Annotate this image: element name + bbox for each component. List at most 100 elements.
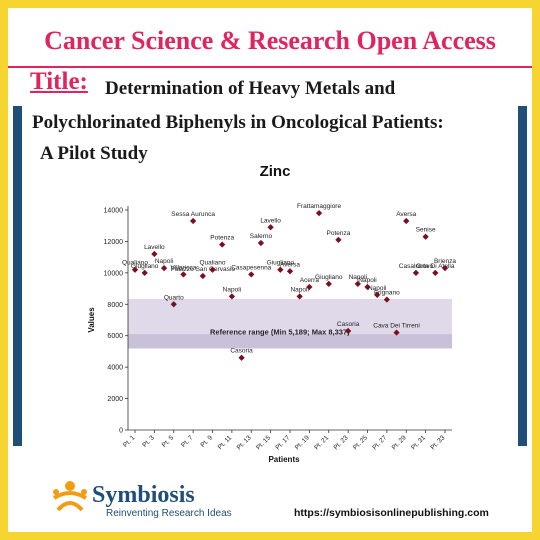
- data-point: [170, 301, 177, 308]
- header-rule: [8, 66, 532, 68]
- data-point: [228, 293, 235, 300]
- title-label: Title:: [30, 68, 88, 95]
- data-label: Salerno: [250, 233, 273, 240]
- data-label: Aversa: [280, 261, 300, 268]
- x-tick-label: Pt. 23: [333, 434, 350, 451]
- x-tick-label: Pt. 7: [180, 434, 195, 449]
- data-label: Casalnuovo: [399, 263, 434, 270]
- data-point: [238, 354, 245, 361]
- x-tick-label: Pt. 3: [141, 434, 156, 449]
- reference-range-label: Reference range (Min 5,189; Max 8,337): [210, 328, 350, 337]
- data-label: Napoli: [155, 258, 173, 265]
- x-tick-label: Pt. 1: [122, 434, 137, 449]
- data-point: [403, 217, 410, 225]
- x-tick-label: Pt. 17: [274, 434, 291, 451]
- data-label: Brienza: [434, 258, 456, 265]
- content-card: Cancer Science & Research Open Access Ti…: [8, 8, 532, 532]
- y-tick-label: 8000: [107, 302, 123, 309]
- data-label: Qualiano: [199, 260, 225, 267]
- data-point: [199, 272, 206, 280]
- data-label: Orta Di Atella: [416, 263, 455, 270]
- data-label: Potenza: [210, 235, 234, 242]
- y-tick-label: 10000: [104, 270, 124, 277]
- data-point: [306, 283, 313, 291]
- zinc-scatter-chart: Zinc Values Patients Reference range (Mi…: [80, 158, 460, 468]
- x-tick-label: Pt. 19: [294, 434, 311, 451]
- y-tick-label: 2000: [107, 396, 123, 403]
- x-tick-label: Pt. 13: [236, 434, 253, 451]
- y-tick-label: 12000: [104, 239, 124, 246]
- y-tick-label: 14000: [104, 208, 124, 215]
- data-label: Quarto: [164, 294, 184, 301]
- x-tick-label: Pt. 25: [352, 434, 369, 451]
- data-label: Acerra: [300, 277, 320, 284]
- article-title-line-1: Determination of Heavy Metals and: [105, 78, 396, 99]
- data-label: Sessa Aurunca: [171, 211, 215, 218]
- symbiosis-logo-icon: [52, 481, 88, 512]
- data-label: Lavello: [260, 217, 281, 224]
- left-accent-bar: [13, 106, 22, 446]
- x-tick-label: Pt. 29: [391, 434, 408, 451]
- data-point: [219, 241, 226, 248]
- data-label: Cava Dei Tirreni: [373, 323, 420, 330]
- data-point: [432, 269, 439, 276]
- data-label: Qualiano: [122, 260, 148, 267]
- x-tick-label: Pt. 21: [313, 434, 330, 451]
- data-label: Casoria: [230, 348, 253, 355]
- data-label: Senise: [416, 227, 436, 234]
- data-label: Potenza: [327, 230, 351, 237]
- data-label: Giugliano: [131, 263, 159, 270]
- data-point: [190, 217, 197, 225]
- publisher-url[interactable]: https://symbiosisonlinepublishing.com: [294, 507, 489, 519]
- y-tick-label: 6000: [107, 333, 123, 340]
- publisher-tagline: Reinventing Research Ideas: [106, 508, 232, 519]
- x-tick-label: Pt. 33: [429, 434, 446, 451]
- data-point: [267, 224, 274, 231]
- right-accent-bar: [518, 106, 527, 446]
- data-label: Giugliano: [315, 274, 343, 281]
- article-title-line-3: A Pilot Study: [40, 143, 148, 164]
- y-tick-label: 0: [119, 428, 123, 435]
- data-point: [257, 239, 265, 247]
- y-tick-label: 4000: [107, 365, 123, 372]
- x-tick-label: Pt. 15: [255, 434, 272, 451]
- x-tick-label: Pt. 5: [161, 434, 176, 449]
- x-tick-label: Pt. 11: [217, 434, 234, 451]
- data-label: Giugliano: [267, 260, 295, 267]
- data-point: [141, 269, 148, 276]
- reference-range-inner-band: [128, 334, 452, 349]
- journal-title: Cancer Science & Research Open Access: [44, 26, 496, 55]
- data-point: [286, 268, 294, 275]
- y-axis-label: Values: [87, 307, 96, 333]
- data-point: [325, 280, 332, 287]
- data-label: Frattamaggiore: [297, 203, 341, 210]
- article-title-line-2: Polychlorinated Biphenyls in Oncological…: [32, 112, 444, 133]
- chart-title: Zinc: [260, 163, 291, 180]
- data-label: Aversa: [396, 211, 416, 218]
- data-label: Palazzo San Gervasio: [171, 266, 236, 273]
- data-point: [412, 269, 420, 276]
- data-label: Casoria: [337, 321, 360, 328]
- data-label: Lavello: [144, 244, 165, 251]
- data-label: Napoli: [290, 286, 308, 293]
- data-point: [160, 265, 168, 272]
- data-point: [422, 233, 429, 240]
- data-label: Napoli: [223, 286, 241, 293]
- x-tick-label: Pt. 31: [410, 434, 427, 451]
- data-label: Napoli: [358, 277, 376, 284]
- data-point: [248, 271, 255, 278]
- data-point: [296, 293, 303, 300]
- x-axis-label: Patients: [268, 455, 300, 464]
- x-tick-label: Pt. 27: [371, 434, 388, 451]
- data-label: Frignano: [374, 290, 400, 297]
- data-label: Napoli: [368, 285, 386, 292]
- data-label: Casapesenna: [231, 264, 271, 271]
- x-tick-label: Pt. 9: [200, 434, 215, 449]
- data-point: [151, 250, 158, 258]
- publisher-brand: Symbiosis: [92, 482, 195, 508]
- data-label: Villaricca: [170, 264, 196, 271]
- data-point: [441, 265, 449, 272]
- data-point: [335, 236, 342, 243]
- data-point: [315, 210, 323, 217]
- data-label: Napoli: [349, 274, 367, 281]
